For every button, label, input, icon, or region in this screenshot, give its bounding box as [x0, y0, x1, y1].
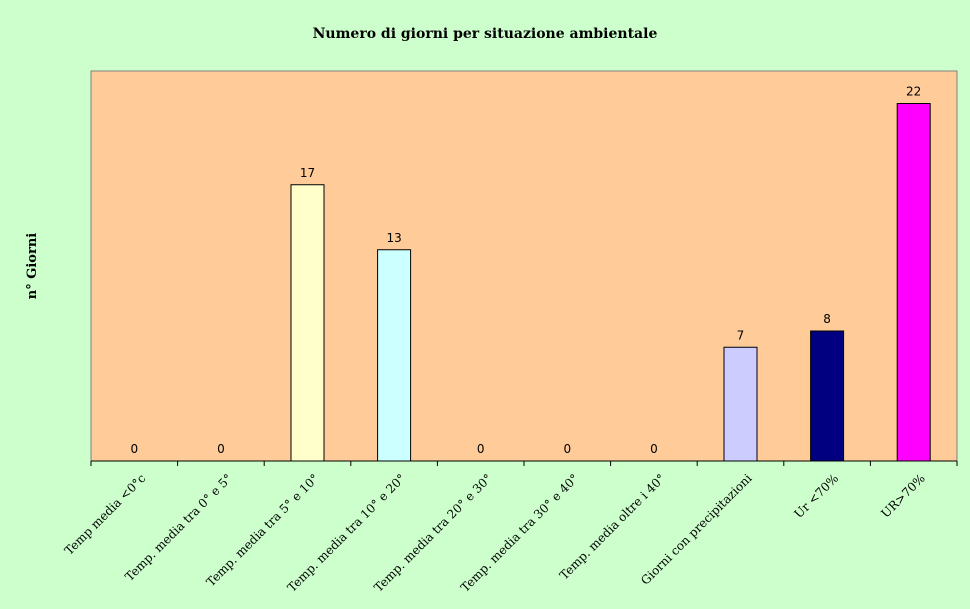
chart-title: Numero di giorni per situazione ambienta… [313, 26, 658, 42]
value-label-8: 7 [737, 328, 745, 342]
bar-4 [377, 249, 412, 462]
bar-10 [896, 103, 931, 462]
value-label-6: 0 [563, 442, 571, 456]
x-tick-label-1: Temp media <0°c [62, 471, 149, 558]
value-label-7: 0 [650, 442, 658, 456]
bars-group [290, 103, 931, 462]
value-label-1: 0 [130, 442, 138, 456]
bar-8 [723, 346, 758, 462]
x-tick-label-9: Ur <70% [791, 471, 841, 521]
y-axis-label: n° Giorni [25, 233, 40, 299]
bar-9 [810, 330, 845, 462]
x-tick-label-10: UR>70% [878, 471, 927, 520]
value-label-9: 8 [823, 312, 831, 326]
value-labels-group: 0 0 17 13 0 0 0 7 8 22 [130, 85, 921, 457]
value-label-4: 13 [386, 231, 401, 245]
value-label-2: 0 [217, 442, 225, 456]
value-label-5: 0 [477, 442, 485, 456]
value-label-3: 17 [300, 166, 315, 180]
value-label-10: 22 [906, 85, 921, 99]
bar-3 [290, 184, 325, 462]
